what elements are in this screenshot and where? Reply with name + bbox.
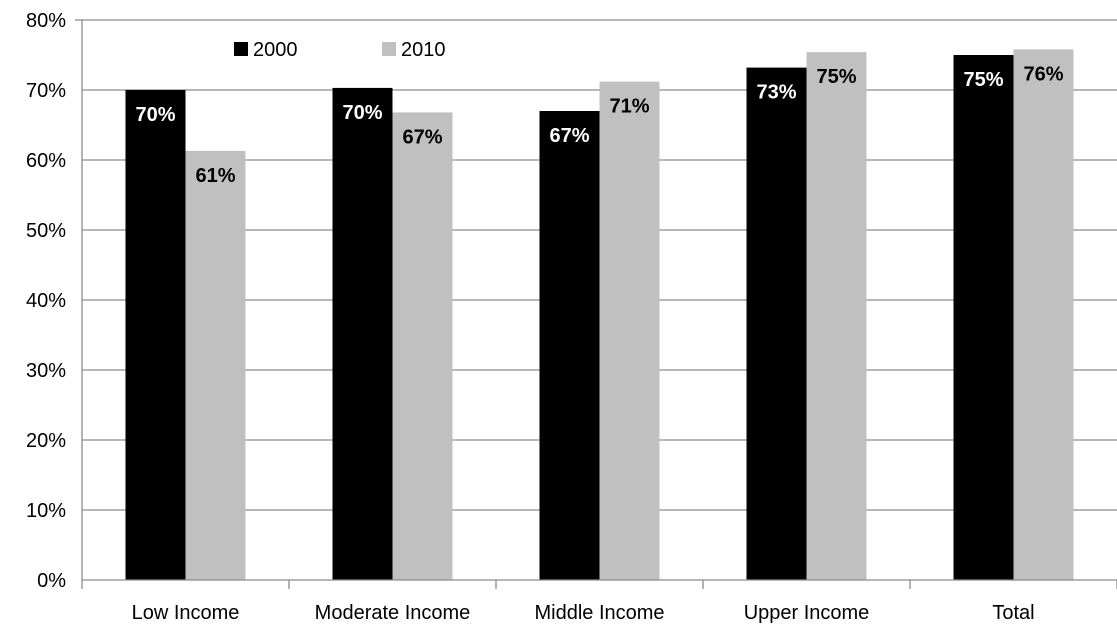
bar-2010 [1013, 49, 1074, 580]
legend-swatch-2000 [234, 42, 248, 56]
bar-2000 [539, 111, 600, 580]
y-tick-label: 10% [26, 500, 66, 522]
data-label-2010: 76% [1023, 63, 1063, 85]
data-label-2000: 70% [135, 104, 175, 126]
axes [75, 19, 1117, 589]
bar-2000 [125, 90, 186, 580]
data-label-2010: 71% [609, 96, 649, 118]
x-tick-label: Middle Income [534, 602, 664, 624]
data-label-2010: 61% [195, 165, 235, 187]
legend-label-2000: 2000 [253, 39, 298, 61]
data-label-2010: 75% [816, 66, 856, 88]
data-label-2010: 67% [402, 126, 442, 148]
y-tick-label: 70% [26, 80, 66, 102]
y-tick-label: 0% [37, 570, 66, 592]
y-tick-label: 20% [26, 430, 66, 452]
bar-2010 [392, 112, 453, 581]
y-tick-label: 50% [26, 220, 66, 242]
bar-2000 [746, 67, 807, 581]
data-label-2000: 75% [963, 69, 1003, 91]
data-label-2000: 70% [342, 102, 382, 124]
x-tick-label: Total [992, 602, 1034, 624]
bar-2000 [332, 87, 393, 581]
data-label-2000: 67% [549, 125, 589, 147]
legend-swatch-2010 [382, 42, 396, 56]
y-tick-label: 60% [26, 150, 66, 172]
data-labels: 70% 61% 70% 67% 67% 71% 73% 75% 75% 76% [135, 63, 1063, 186]
x-tick-label: Low Income [132, 602, 240, 624]
bar-2010 [599, 81, 660, 580]
y-tick-label: 80% [26, 10, 66, 32]
bar-2010 [185, 150, 246, 580]
data-label-2000: 73% [756, 82, 796, 104]
bar-2010 [806, 52, 867, 580]
y-tick-label: 30% [26, 360, 66, 382]
y-axis-tick-labels: 0% 10% 20% 30% 40% 50% 60% 70% 80% [26, 10, 66, 592]
x-tick-label: Moderate Income [315, 602, 471, 624]
y-tick-label: 40% [26, 290, 66, 312]
bar-2000 [953, 55, 1014, 580]
bars [125, 49, 1074, 581]
x-axis-tick-labels: Low Income Moderate Income Middle Income Up… [132, 602, 1035, 624]
legend: 2000 2010 [234, 39, 446, 61]
legend-label-2010: 2010 [401, 39, 446, 61]
x-tick-label: Upper Income [744, 602, 870, 624]
